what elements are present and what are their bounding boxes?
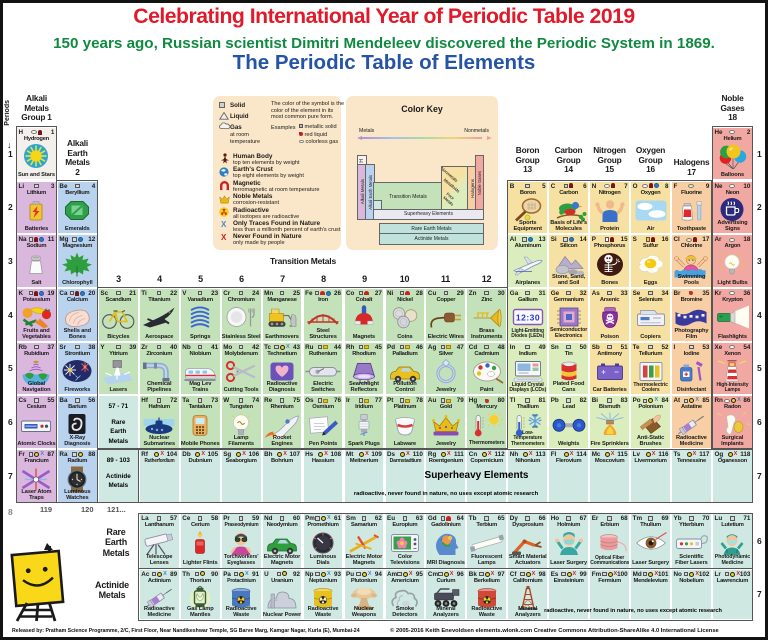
svg-text:12:30: 12:30 [516, 313, 540, 323]
